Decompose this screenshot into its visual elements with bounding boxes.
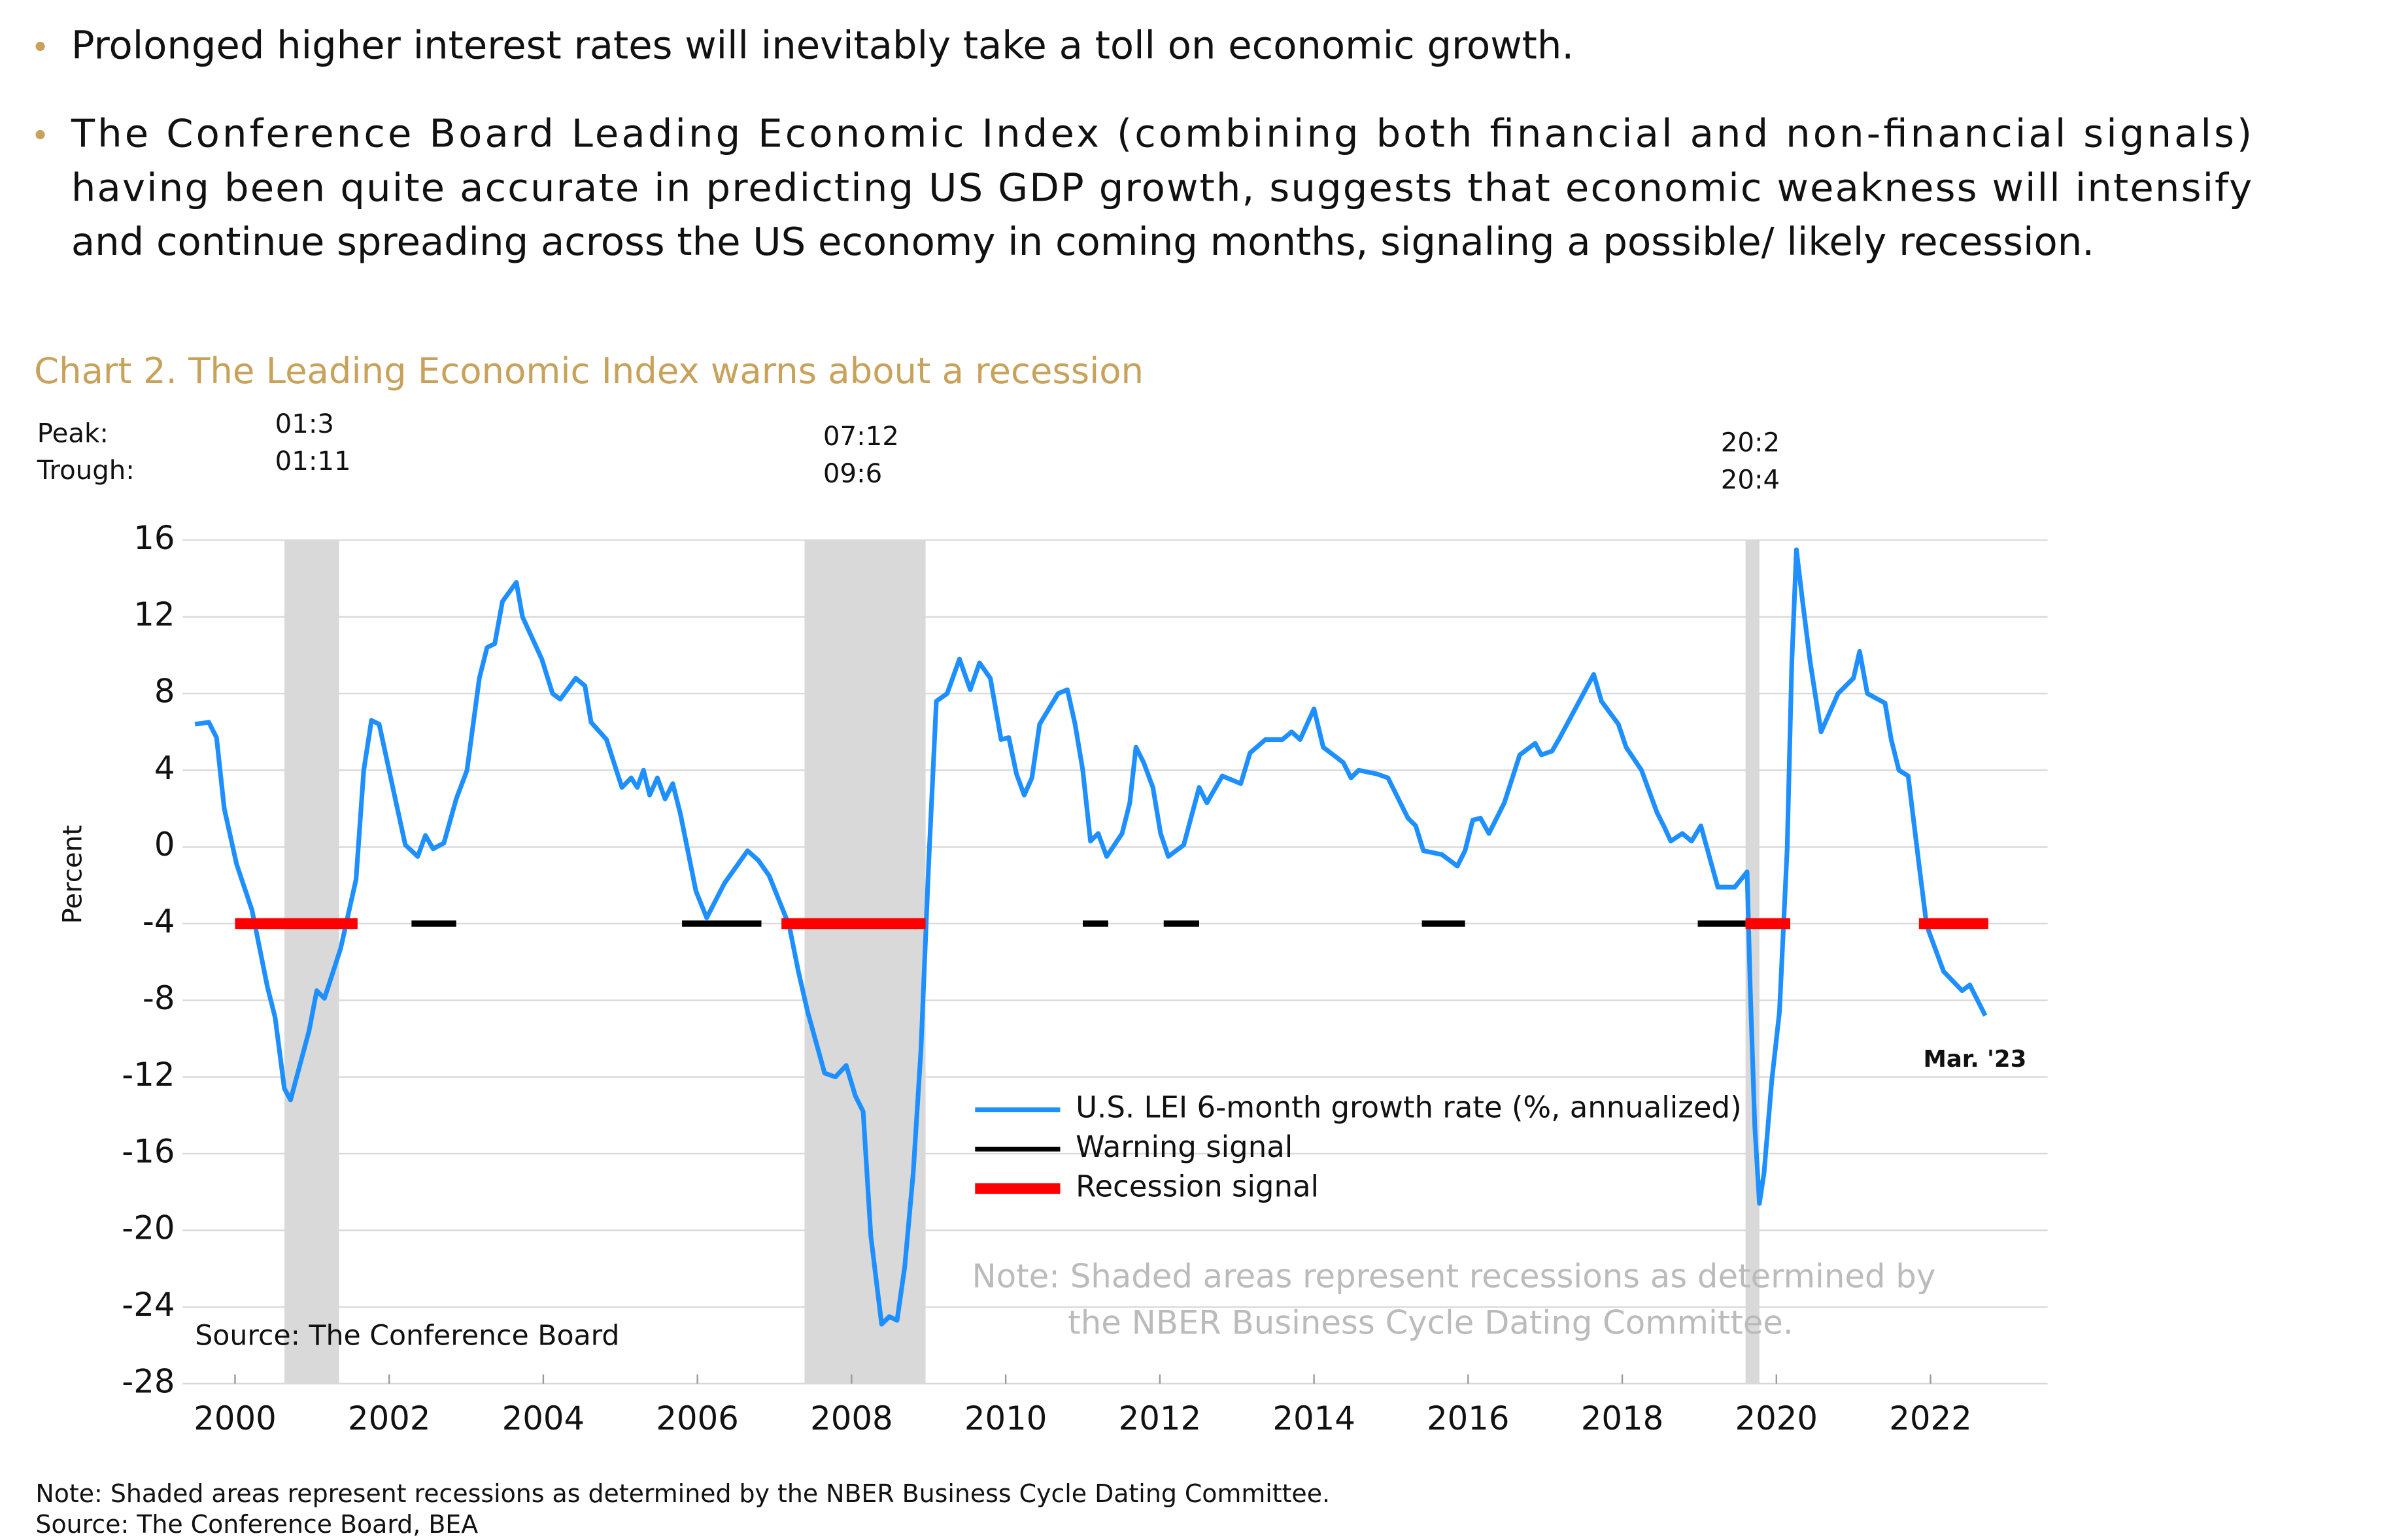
trough-date: 01:11 [275,446,351,477]
x-tick-label: 2006 [656,1399,738,1437]
y-tick-label: -20 [122,1209,175,1247]
y-tick-label: -16 [122,1132,175,1170]
y-tick-label: 4 [154,749,175,787]
trough-label: Trough: [37,456,135,486]
trough-date: 09:6 [823,459,882,489]
peak-date: 07:12 [823,422,899,452]
chart-source: Source: The Conference Board [195,1319,619,1352]
x-tick-label: 2016 [1427,1399,1509,1437]
x-tick-label: 2012 [1119,1399,1201,1437]
bullet-dot [35,41,45,52]
y-tick-label: -4 [143,902,175,940]
x-tick-label: 2000 [194,1399,276,1437]
x-tick-label: 2022 [1889,1399,1971,1437]
footer-note: Note: Shaded areas represent recessions … [35,1479,1330,1508]
y-tick-label: 8 [154,673,175,711]
legend-label: U.S. LEI 6-month growth rate (%, annuali… [1076,1090,1742,1125]
peak-date: 20:2 [1721,428,1780,458]
y-tick-label: 0 [154,826,175,863]
x-tick-label: 2010 [964,1399,1047,1437]
x-tick-label: 2020 [1735,1399,1818,1437]
y-axis-label: Percent [58,825,88,924]
x-tick-label: 2014 [1272,1399,1355,1437]
chart-note: the NBER Business Cycle Dating Committee… [1068,1303,1793,1341]
y-tick-label: 12 [133,595,175,633]
recession-shade [284,540,339,1384]
footer-source: Source: The Conference Board, BEA [35,1510,478,1539]
x-tick-label: 2008 [810,1399,893,1437]
last-date-label: Mar. '23 [1924,1046,2027,1073]
y-tick-label: -12 [122,1056,175,1094]
bullet-text: and continue spreading across the US eco… [71,219,2094,264]
bullet-text: having been quite accurate in predicting… [71,165,2252,210]
legend-label: Recession signal [1076,1169,1319,1203]
legend-label: Warning signal [1076,1130,1293,1164]
x-tick-label: 2018 [1581,1399,1663,1437]
bullet-dot [35,129,45,140]
chart-note: Note: Shaded areas represent recessions … [972,1257,1936,1295]
peak-date: 01:3 [275,409,334,439]
trough-date: 20:4 [1721,465,1780,495]
y-tick-label: -8 [143,979,175,1017]
x-tick-label: 2004 [502,1399,585,1437]
y-tick-label: -28 [122,1362,175,1400]
y-tick-label: -24 [122,1286,175,1324]
bullet-text: The Conference Board Leading Economic In… [71,110,2252,156]
lei-line [194,547,1988,1327]
chart-title: Chart 2. The Leading Economic Index warn… [34,350,1144,392]
peak-label: Peak: [37,418,109,448]
bullet-text: Prolonged higher interest rates will ine… [71,23,1574,68]
x-tick-label: 2002 [348,1399,430,1437]
y-tick-label: 16 [133,519,175,557]
